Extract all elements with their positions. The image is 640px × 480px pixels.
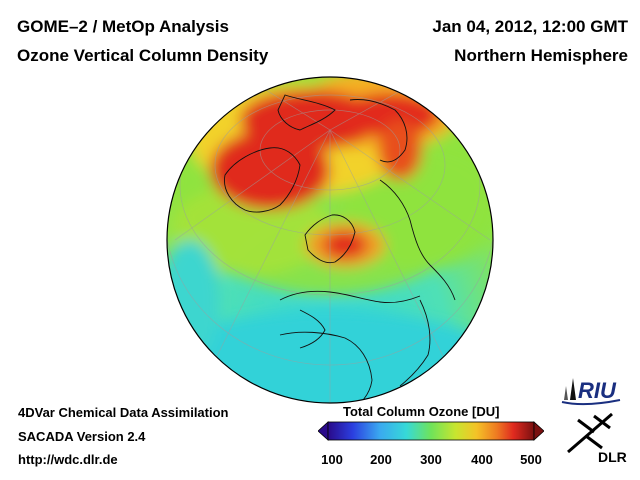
colorbar-tick-300: 300 bbox=[420, 452, 442, 467]
logos: RIU DLR bbox=[561, 378, 627, 465]
colorbar-tick-200: 200 bbox=[370, 452, 392, 467]
map-title: GOME–2 / MetOp Analysis bbox=[17, 17, 229, 36]
map-date: Jan 04, 2012, 12:00 GMT bbox=[432, 17, 628, 36]
colorbar-tick-400: 400 bbox=[471, 452, 493, 467]
riu-logo: RIU bbox=[561, 378, 621, 406]
colorbar bbox=[318, 421, 544, 441]
footer-url: http://wdc.dlr.de bbox=[18, 452, 118, 467]
dlr-logo bbox=[567, 412, 613, 454]
colorbar-tick-500: 500 bbox=[520, 452, 542, 467]
coastlines bbox=[224, 94, 456, 403]
footer-method: 4DVar Chemical Data Assimilation bbox=[18, 405, 229, 420]
riu-logo-text: RIU bbox=[578, 378, 617, 403]
map-region: Northern Hemisphere bbox=[454, 46, 628, 65]
footer-version: SACADA Version 2.4 bbox=[18, 429, 146, 444]
map-subtitle: Ozone Vertical Column Density bbox=[17, 46, 269, 65]
ozone-field bbox=[167, 77, 493, 403]
colorbar-title: Total Column Ozone [DU] bbox=[343, 404, 500, 419]
colorbar-tick-100: 100 bbox=[321, 452, 343, 467]
dlr-logo-text: DLR bbox=[598, 449, 627, 465]
